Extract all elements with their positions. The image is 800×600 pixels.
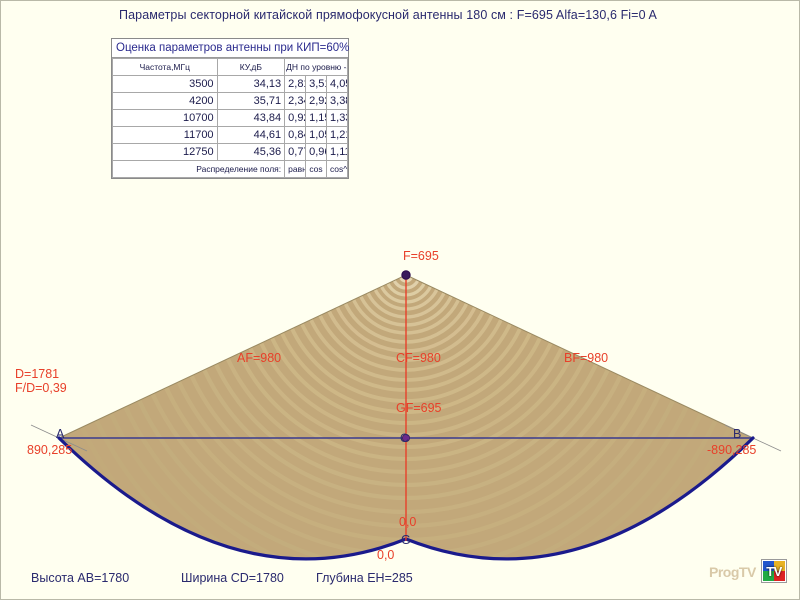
cell-distribution-cos2: cos^2: [326, 160, 348, 178]
label-point-c: C: [400, 431, 409, 445]
footer-measurements: Высота AB=1780 Ширина CD=1780 Глубина EH…: [1, 571, 799, 591]
parameters-table-panel: Оценка параметров антенны при КИП=60% Ча…: [111, 38, 349, 179]
label-side-bf: BF=980: [564, 351, 609, 365]
footer-width: Ширина CD=1780: [181, 571, 284, 585]
cell-beamwidth-uniform: 2,34: [284, 92, 307, 110]
logo-quadrant-red: [774, 571, 785, 581]
table-row-distribution: Распределение поля: равном. cos cos^2: [111, 160, 348, 178]
label-point-b: B: [733, 427, 742, 441]
cell-gain: 45,36: [216, 143, 286, 161]
table-row: 11700 44,61 0,84 1,05 1,21: [112, 126, 348, 144]
table-row: 3500 34,13 2,81 3,51 4,05: [112, 75, 348, 93]
label-fd-ratio: F/D=0,39: [15, 381, 67, 395]
table-header: Частота,МГц КУ,дБ ДН по уровню -3дБ,град: [112, 58, 348, 76]
parameters-table-title: Оценка параметров антенны при КИП=60%: [112, 39, 349, 58]
watermark-logo-text: TV: [766, 563, 782, 579]
label-diameter: D=1781: [15, 367, 60, 381]
label-point-g-top-coords: 0,0: [399, 515, 417, 529]
logo-quadrant-blue: [763, 561, 774, 571]
label-point-a-coords: 890,285: [27, 443, 73, 457]
footer-depth: Глубина EH=285: [316, 571, 413, 585]
watermark: ProgTV TV: [709, 559, 787, 585]
label-side-af: AF=980: [237, 351, 282, 365]
table-header-row: Частота,МГц КУ,дБ ДН по уровню -3дБ,град: [112, 58, 348, 76]
label-center-gf: GF=695: [396, 401, 442, 415]
label-center-cf: CF=980: [396, 351, 441, 365]
focus-point-marker: [401, 270, 411, 280]
cell-beamwidth-cos2: 4,05: [326, 75, 348, 93]
logo-quadrant-yellow: [774, 561, 785, 571]
parameters-table: Частота,МГц КУ,дБ ДН по уровню -3дБ,град…: [111, 58, 348, 178]
table-body: 3500 34,13 2,81 3,51 4,05 4200 35,71 2,3…: [111, 75, 348, 178]
table-row: 12750 45,36 0,77 0,96 1,11: [112, 143, 348, 161]
window-title-bar: Параметры секторной китайской прямофокус…: [1, 1, 799, 29]
cell-beamwidth-uniform: 2,81: [284, 75, 307, 93]
center-point-marker: [401, 433, 410, 442]
cell-distribution-label: Распределение поля:: [111, 160, 286, 178]
watermark-logo-icon: TV: [761, 559, 787, 583]
logo-quadrant-green: [763, 571, 774, 581]
cell-beamwidth-cos2: 3,38: [326, 92, 348, 110]
watermark-text: ProgTV: [709, 564, 756, 580]
cell-frequency: 3500: [112, 75, 218, 93]
footer-height: Высота AB=1780: [31, 571, 130, 585]
label-point-a: A: [56, 427, 65, 441]
cell-gain: 34,13: [216, 75, 286, 93]
page-title: Параметры секторной китайской прямофокус…: [119, 8, 657, 22]
sector-side-edges: [58, 274, 754, 439]
label-point-b-coords: -890,285: [707, 443, 757, 457]
cell-beamwidth-cos: 0,96: [305, 143, 328, 161]
cell-beamwidth-cos: 1,15: [305, 109, 328, 127]
label-point-g-coords: 0,0: [377, 548, 395, 562]
label-apex-focus: F=695: [403, 249, 439, 263]
label-point-g: G: [401, 533, 411, 547]
